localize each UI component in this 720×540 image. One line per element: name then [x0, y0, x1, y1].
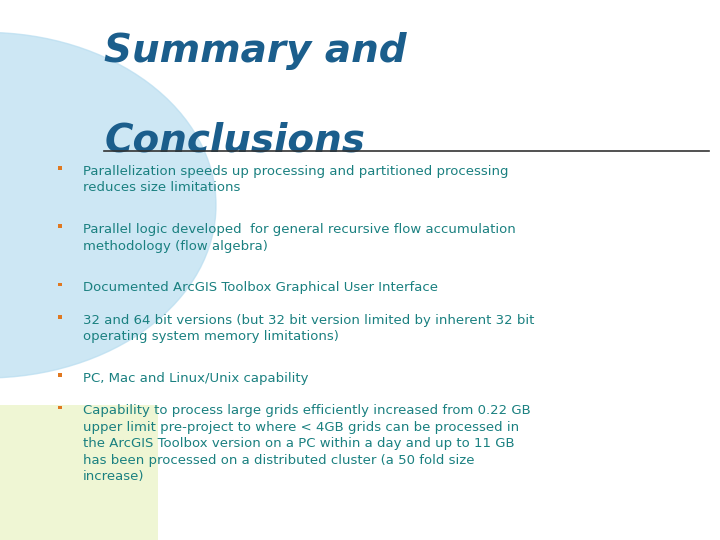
Text: Capability to process large grids efficiently increased from 0.22 GB
upper limit: Capability to process large grids effici… — [83, 404, 531, 483]
Text: Summary and: Summary and — [104, 32, 407, 70]
Bar — [58, 282, 63, 286]
Text: Parallel logic developed  for general recursive flow accumulation
methodology (f: Parallel logic developed for general rec… — [83, 223, 516, 253]
Circle shape — [0, 32, 216, 378]
Text: Documented ArcGIS Toolbox Graphical User Interface: Documented ArcGIS Toolbox Graphical User… — [83, 281, 438, 294]
Bar — [58, 373, 63, 377]
Bar — [58, 224, 63, 228]
Bar — [58, 166, 63, 170]
Text: Parallelization speeds up processing and partitioned processing
reduces size lim: Parallelization speeds up processing and… — [83, 165, 508, 194]
Bar — [58, 406, 63, 409]
Text: PC, Mac and Linux/Unix capability: PC, Mac and Linux/Unix capability — [83, 372, 308, 385]
FancyBboxPatch shape — [0, 405, 158, 540]
Text: 32 and 64 bit versions (but 32 bit version limited by inherent 32 bit
operating : 32 and 64 bit versions (but 32 bit versi… — [83, 314, 534, 343]
Text: Conclusions: Conclusions — [104, 122, 365, 159]
Bar — [58, 315, 63, 319]
